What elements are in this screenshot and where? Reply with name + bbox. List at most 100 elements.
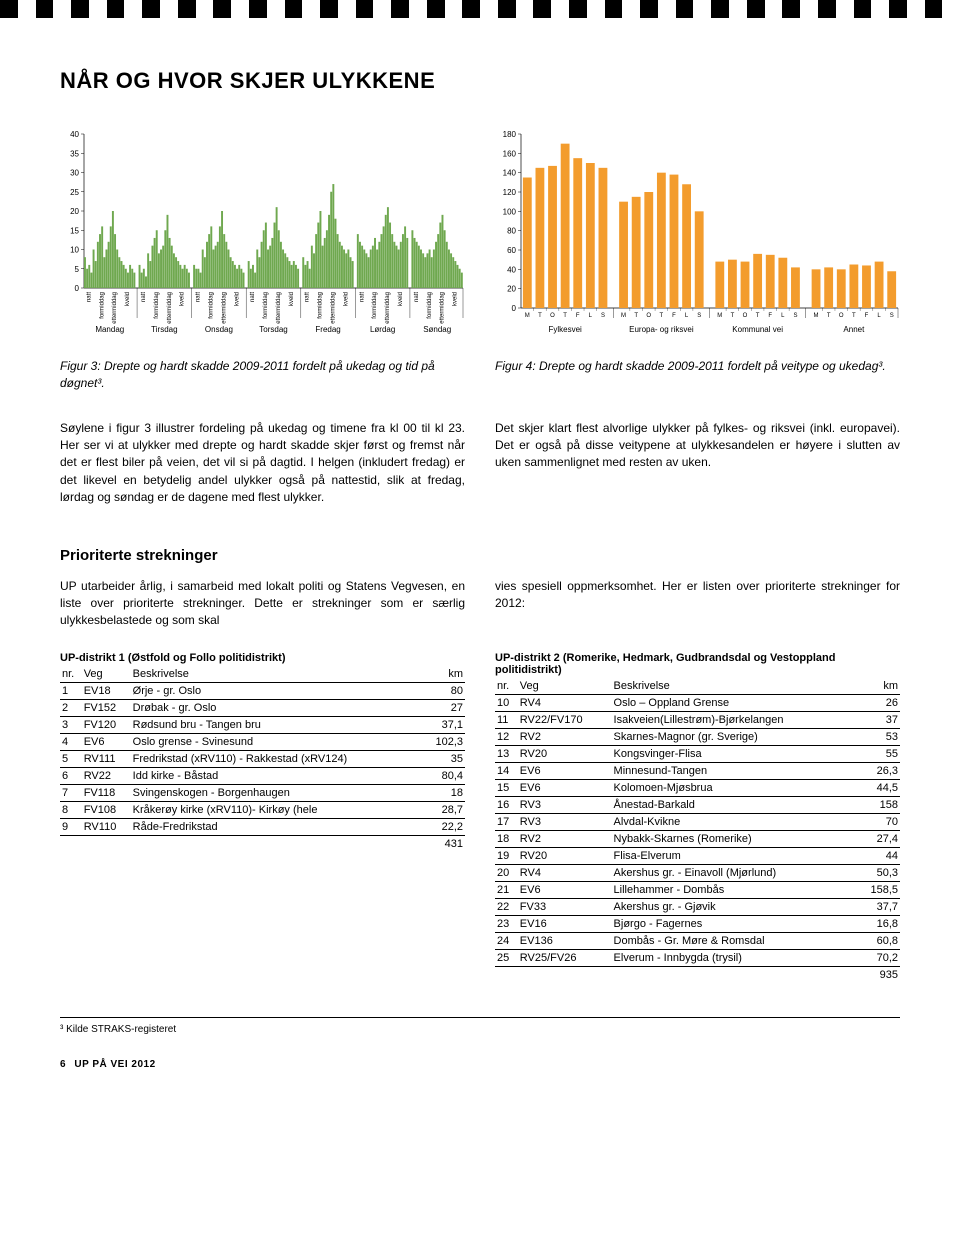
page-content: NÅR OG HVOR SKJER ULYKKENE 0510152025303…	[0, 18, 960, 1100]
table-cell: RV3	[518, 796, 612, 813]
svg-text:ettermiddag: ettermiddag	[385, 292, 391, 324]
table-cell: 60,8	[856, 932, 900, 949]
table-row: 1EV18Ørje - gr. Oslo80	[60, 682, 465, 699]
table-row: 22FV33Akershus gr. - Gjøvik37,7	[495, 898, 900, 915]
svg-text:180: 180	[503, 130, 517, 139]
charts-row: 0510152025303540nattformiddagettermiddag…	[60, 130, 900, 340]
svg-text:ettermiddag: ettermiddag	[440, 292, 446, 324]
table-cell: 431	[423, 835, 465, 852]
svg-text:kveld: kveld	[125, 292, 131, 306]
svg-text:Tirsdag: Tirsdag	[151, 325, 177, 334]
svg-text:Fylkesvei: Fylkesvei	[548, 325, 582, 334]
table-cell: EV16	[518, 915, 612, 932]
svg-text:30: 30	[70, 169, 79, 178]
svg-text:120: 120	[503, 188, 517, 197]
table-cell: EV6	[518, 762, 612, 779]
table-cell: EV6	[82, 733, 131, 750]
svg-text:Annet: Annet	[843, 325, 865, 334]
table-cell: Flisa-Elverum	[612, 847, 856, 864]
table-cell: 24	[495, 932, 518, 949]
table-row: 5RV111Fredrikstad (xRV110) - Rakkestad (…	[60, 750, 465, 767]
table-row: 8FV108Kråkerøy kirke (xRV110)- Kirkøy (h…	[60, 801, 465, 818]
table-cell: 102,3	[423, 733, 465, 750]
svg-text:Onsdag: Onsdag	[205, 325, 233, 334]
svg-text:20: 20	[507, 285, 516, 294]
table-cell: RV110	[82, 818, 131, 835]
table-cell: 35	[423, 750, 465, 767]
table-cell: 1	[60, 682, 82, 699]
table-cell: FV120	[82, 716, 131, 733]
table-row: 9RV110Råde-Fredrikstad22,2	[60, 818, 465, 835]
table-cell: EV6	[518, 881, 612, 898]
svg-text:formiddag: formiddag	[263, 292, 269, 319]
table-cell: 80	[423, 682, 465, 699]
svg-text:25: 25	[70, 188, 79, 197]
table-cell: FV118	[82, 784, 131, 801]
svg-text:M: M	[621, 313, 626, 319]
body-text-right: Det skjer klart flest alvorlige ulykker …	[495, 420, 900, 507]
table-cell: Rødsund bru - Tangen bru	[131, 716, 423, 733]
svg-text:T: T	[563, 313, 567, 319]
table-row: 2FV152Drøbak - gr. Oslo27	[60, 699, 465, 716]
svg-text:S: S	[697, 313, 701, 319]
table-cell: Kråkerøy kirke (xRV110)- Kirkøy (hele	[131, 801, 423, 818]
table-cell: RV22	[82, 767, 131, 784]
table-cell: 4	[60, 733, 82, 750]
svg-text:ettermiddag: ettermiddag	[112, 292, 118, 324]
svg-text:M: M	[814, 313, 819, 319]
svg-text:kveld: kveld	[453, 292, 459, 306]
page-footer: 6 UP PÅ VEI 2012	[60, 1059, 900, 1070]
svg-text:80: 80	[507, 227, 516, 236]
svg-text:Søndag: Søndag	[423, 325, 451, 334]
table-cell: Minnesund-Tangen	[612, 762, 856, 779]
table-cell: 70,2	[856, 949, 900, 966]
table-cell: 5	[60, 750, 82, 767]
svg-text:kveld: kveld	[289, 292, 295, 306]
svg-text:formiddag: formiddag	[99, 292, 105, 319]
table-cell: 37,7	[856, 898, 900, 915]
svg-text:ettermiddag: ettermiddag	[221, 292, 227, 324]
svg-text:35: 35	[70, 149, 79, 158]
table-cell: Oslo – Oppland Grense	[612, 694, 856, 711]
svg-text:O: O	[550, 313, 555, 319]
svg-text:ettermiddag: ettermiddag	[331, 292, 337, 324]
table-cell: 23	[495, 915, 518, 932]
svg-text:natt: natt	[141, 292, 147, 302]
svg-text:T: T	[731, 313, 735, 319]
svg-text:formiddag: formiddag	[154, 292, 160, 319]
table-cell: RV4	[518, 694, 612, 711]
table-cell: 18	[423, 784, 465, 801]
table-row: 4EV6Oslo grense - Svinesund102,3	[60, 733, 465, 750]
table-cell: 15	[495, 779, 518, 796]
tables-row: UP-distrikt 1 (Østfold og Follo politidi…	[60, 652, 900, 983]
table-row: 13RV20Kongsvinger-Flisa55	[495, 745, 900, 762]
table-row: 19RV20Flisa-Elverum44	[495, 847, 900, 864]
svg-text:T: T	[660, 313, 664, 319]
table-cell: RV2	[518, 830, 612, 847]
svg-text:40: 40	[507, 265, 516, 274]
table-cell: 9	[60, 818, 82, 835]
table-cell: 13	[495, 745, 518, 762]
svg-text:S: S	[793, 313, 797, 319]
svg-text:M: M	[717, 313, 722, 319]
table-header-cell: km	[423, 666, 465, 683]
table-cell: 53	[856, 728, 900, 745]
body-text-row: Søylene i figur 3 illustrer fordeling på…	[60, 420, 900, 507]
table-cell: Kongsvinger-Flisa	[612, 745, 856, 762]
table-cell	[60, 835, 82, 852]
captions-row: Figur 3: Drepte og hardt skadde 2009-201…	[60, 358, 900, 392]
svg-text:S: S	[601, 313, 605, 319]
table-cell: 22	[495, 898, 518, 915]
page-number: 6	[60, 1059, 66, 1070]
table-cell: Kolomoen-Mjøsbrua	[612, 779, 856, 796]
section-intro-right: vies spesiell oppmerksomhet. Her er list…	[495, 578, 900, 630]
svg-text:kveld: kveld	[180, 292, 186, 306]
table-cell: RV4	[518, 864, 612, 881]
svg-text:Mandag: Mandag	[95, 325, 124, 334]
section-intro-row: UP utarbeider årlig, i samarbeid med lok…	[60, 578, 900, 630]
table-cell: RV22/FV170	[518, 711, 612, 728]
table-row: 24EV136Dombås - Gr. Møre & Romsdal60,8	[495, 932, 900, 949]
table-header-cell: Beskrivelse	[612, 678, 856, 695]
checkerboard-border	[0, 0, 960, 18]
svg-text:O: O	[839, 313, 844, 319]
